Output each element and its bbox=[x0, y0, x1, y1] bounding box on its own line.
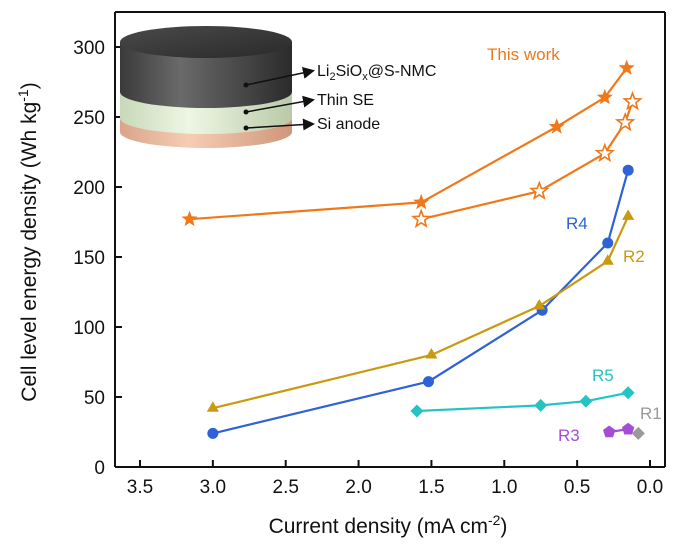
data-point bbox=[548, 118, 565, 134]
x-tick-label: 0.0 bbox=[637, 477, 663, 498]
data-point bbox=[534, 398, 548, 412]
data-point bbox=[601, 254, 614, 265]
data-point bbox=[618, 59, 635, 75]
data-point bbox=[207, 427, 219, 439]
data-point bbox=[594, 142, 616, 163]
data-point bbox=[602, 237, 614, 249]
y-tick-label: 200 bbox=[73, 178, 105, 199]
series-0 bbox=[181, 59, 635, 227]
data-point bbox=[533, 299, 546, 310]
data-point bbox=[579, 394, 593, 408]
series-line bbox=[212, 215, 630, 410]
data-point bbox=[631, 426, 645, 440]
anode-pointer-dot bbox=[243, 125, 249, 131]
series-1 bbox=[410, 90, 643, 228]
data-point bbox=[413, 193, 430, 210]
data-point bbox=[622, 422, 635, 435]
data-point bbox=[621, 386, 635, 400]
data-point bbox=[622, 209, 635, 220]
data-point bbox=[181, 210, 198, 227]
series-2 bbox=[207, 164, 634, 439]
cathode-layer bbox=[120, 26, 292, 108]
y-tick-label: 150 bbox=[73, 248, 105, 269]
y-tick-label: 100 bbox=[73, 318, 105, 339]
se-pointer bbox=[245, 95, 315, 113]
label-r4: R4 bbox=[566, 214, 588, 233]
se-layer-label: Thin SE bbox=[317, 92, 374, 109]
anode-pointer bbox=[245, 118, 315, 131]
x-tick-label: 2.5 bbox=[273, 477, 299, 498]
cell-stack-illustration: Li2SiOx@S-NMC Thin SE Si anode bbox=[120, 26, 436, 148]
data-point bbox=[206, 401, 219, 412]
series-5 bbox=[603, 422, 635, 438]
series-4 bbox=[410, 386, 635, 418]
data-point bbox=[529, 180, 550, 200]
x-tick-label: 1.0 bbox=[491, 477, 517, 498]
anode-layer-label: Si anode bbox=[317, 116, 380, 133]
data-point bbox=[622, 164, 634, 176]
x-tick-label: 0.5 bbox=[564, 477, 590, 498]
y-axis-title: Cell level energy density (Wh kg-1) bbox=[15, 82, 41, 401]
x-axis-title: Current density (mA cm-2) bbox=[269, 512, 508, 538]
y-tick-label: 50 bbox=[84, 388, 105, 409]
data-point bbox=[423, 376, 435, 388]
data-point bbox=[596, 88, 613, 105]
y-tick-label: 250 bbox=[73, 108, 105, 129]
y-tick-label: 300 bbox=[73, 38, 105, 59]
data-point bbox=[410, 404, 424, 418]
cathode-pointer-dot bbox=[243, 82, 249, 88]
label-r1: R1 bbox=[640, 404, 662, 423]
x-tick-label: 1.5 bbox=[418, 477, 444, 498]
cathode-pointer bbox=[245, 66, 315, 86]
x-tick-label: 2.0 bbox=[345, 477, 371, 498]
label-r3: R3 bbox=[558, 426, 580, 445]
data-point bbox=[410, 208, 432, 228]
axes bbox=[114, 11, 666, 468]
series-annotations: This work R4 R2 R5 R3 R1 bbox=[487, 45, 662, 445]
label-this-work: This work bbox=[487, 45, 560, 64]
label-r5: R5 bbox=[592, 366, 614, 385]
x-ticks: 3.5 3.0 2.5 2.0 1.5 1.0 0.5 0.0 bbox=[127, 460, 663, 498]
data-point bbox=[614, 111, 636, 132]
data-point bbox=[603, 425, 616, 438]
series-line bbox=[416, 391, 629, 413]
se-pointer-dot bbox=[243, 109, 249, 115]
series-6 bbox=[631, 426, 645, 440]
series-layer bbox=[181, 59, 645, 440]
cathode-layer-label: Li2SiOx@S-NMC bbox=[317, 63, 436, 83]
series-3 bbox=[206, 209, 635, 412]
data-point bbox=[622, 90, 643, 111]
x-tick-label: 3.0 bbox=[200, 477, 226, 498]
x-tick-label: 3.5 bbox=[127, 477, 153, 498]
y-ticks: 0 50 100 150 200 250 300 bbox=[73, 38, 122, 479]
label-r2: R2 bbox=[623, 247, 645, 266]
data-point bbox=[425, 348, 438, 359]
y-tick-label: 0 bbox=[94, 458, 105, 479]
